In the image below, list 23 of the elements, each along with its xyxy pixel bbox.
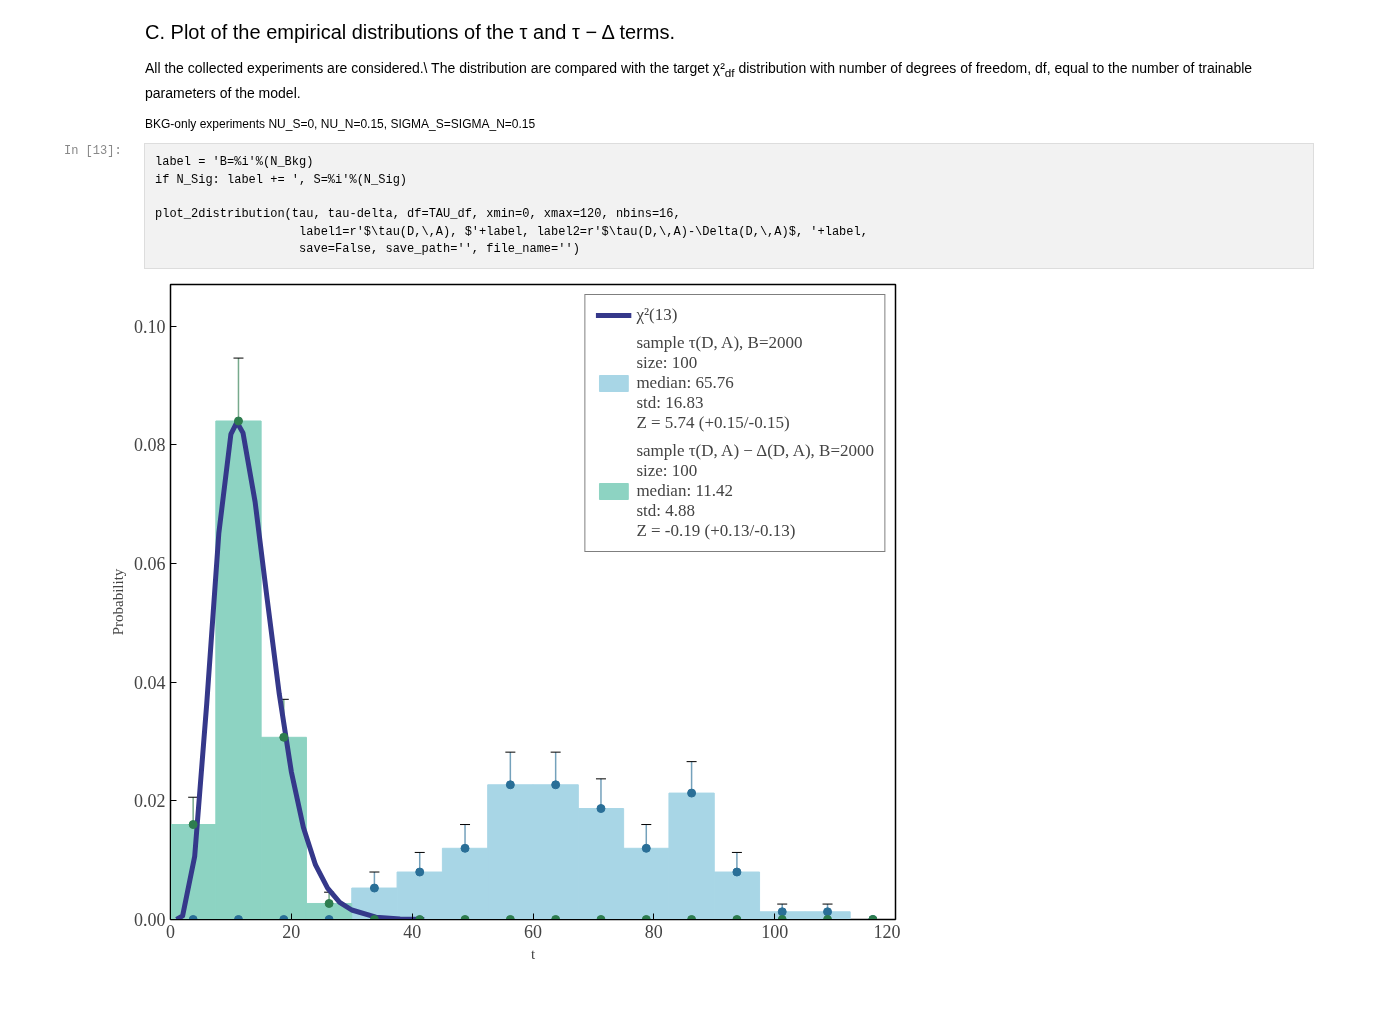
legend-label: χ²(13) [636, 305, 678, 326]
x-tick-label: 20 [282, 921, 301, 942]
text: label = 'B=%i'%(N_Bkg) if N_Sig: label += ', S=%i'%(N_Sig) plot_2distribution(tau, tau-delta, df=TAU_df, xmin=0, xmax=120, nbins=16, label1=r'$\tau(D,\,A), $'+label, label2=r'$\tau(D,\,A)-\Delta(D,\,A)$, '+label, save=False, save_path='', file_name='') [155, 155, 868, 257]
x-tick-label: 80 [644, 921, 663, 942]
y-tick-label: 0.04 [134, 673, 166, 694]
y-tick-label: 0.08 [134, 435, 166, 456]
x-tick-label: 0 [166, 921, 175, 942]
text: BKG-only experiments NU_S=0, NU_N=0.15, SIGMA_S=SIGMA_N=0.15 [145, 116, 536, 133]
x-tick-label: 120 [873, 921, 901, 942]
y-axis-title: Probability [110, 568, 126, 636]
text: In [13]: [64, 143, 122, 161]
legend-label: sample τ(D, A), B=2000 size: 100 median: 65.76 std: 16.83 Z = 5.74 (+0.15/-0.15) [636, 333, 803, 434]
x-tick-label: 40 [403, 921, 422, 942]
text: All the collected experiments are considered.\ The distribution are compared with the target χ²$_{df}$ distribution with number of degrees of freedom, df, equal to the number of trainable parameters of the model. [145, 59, 1253, 102]
y-tick-label: 0.00 [134, 910, 166, 931]
legend-label: sample τ(D, A) − Δ(D, A), B=2000 size: 100 median: 11.42 std: 4.88 Z = -0.19 (+0.13/-0.13) [636, 441, 874, 542]
chart-title: C. Plot of the empirical distributions of the τ and τ − Δ terms. [145, 20, 675, 45]
y-tick-label: 0.02 [134, 791, 166, 812]
x-tick-label: 100 [761, 921, 789, 942]
y-tick-label: 0.06 [134, 554, 166, 575]
y-tick-label: 0.10 [134, 317, 166, 338]
x-tick-label: 60 [524, 921, 542, 942]
x-axis-title: t [530, 945, 536, 962]
